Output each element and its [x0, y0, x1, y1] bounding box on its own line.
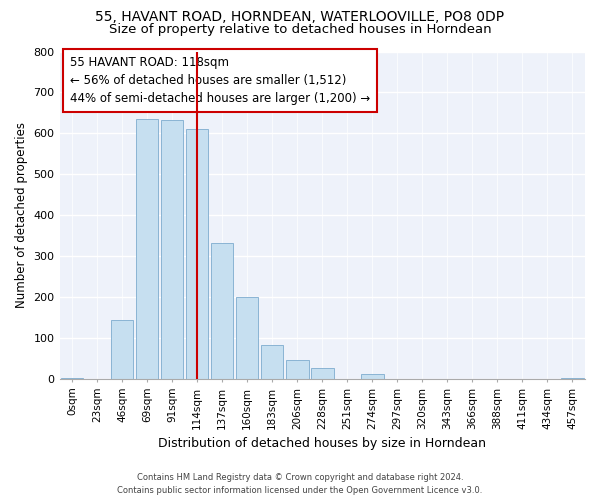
- X-axis label: Distribution of detached houses by size in Horndean: Distribution of detached houses by size …: [158, 437, 486, 450]
- Bar: [261, 344, 283, 379]
- Bar: [111, 320, 133, 379]
- Text: Contains HM Land Registry data © Crown copyright and database right 2024.
Contai: Contains HM Land Registry data © Crown c…: [118, 474, 482, 495]
- Bar: [186, 130, 208, 379]
- Y-axis label: Number of detached properties: Number of detached properties: [15, 122, 28, 308]
- Text: 55 HAVANT ROAD: 118sqm
← 56% of detached houses are smaller (1,512)
44% of semi-: 55 HAVANT ROAD: 118sqm ← 56% of detached…: [70, 56, 370, 106]
- Bar: [211, 243, 233, 379]
- Bar: [311, 368, 334, 379]
- Bar: [136, 119, 158, 379]
- Bar: [561, 378, 584, 379]
- Bar: [161, 120, 184, 379]
- Text: 55, HAVANT ROAD, HORNDEAN, WATERLOOVILLE, PO8 0DP: 55, HAVANT ROAD, HORNDEAN, WATERLOOVILLE…: [95, 10, 505, 24]
- Bar: [236, 297, 259, 379]
- Text: Size of property relative to detached houses in Horndean: Size of property relative to detached ho…: [109, 22, 491, 36]
- Bar: [286, 360, 308, 379]
- Bar: [61, 378, 83, 379]
- Bar: [361, 374, 383, 379]
